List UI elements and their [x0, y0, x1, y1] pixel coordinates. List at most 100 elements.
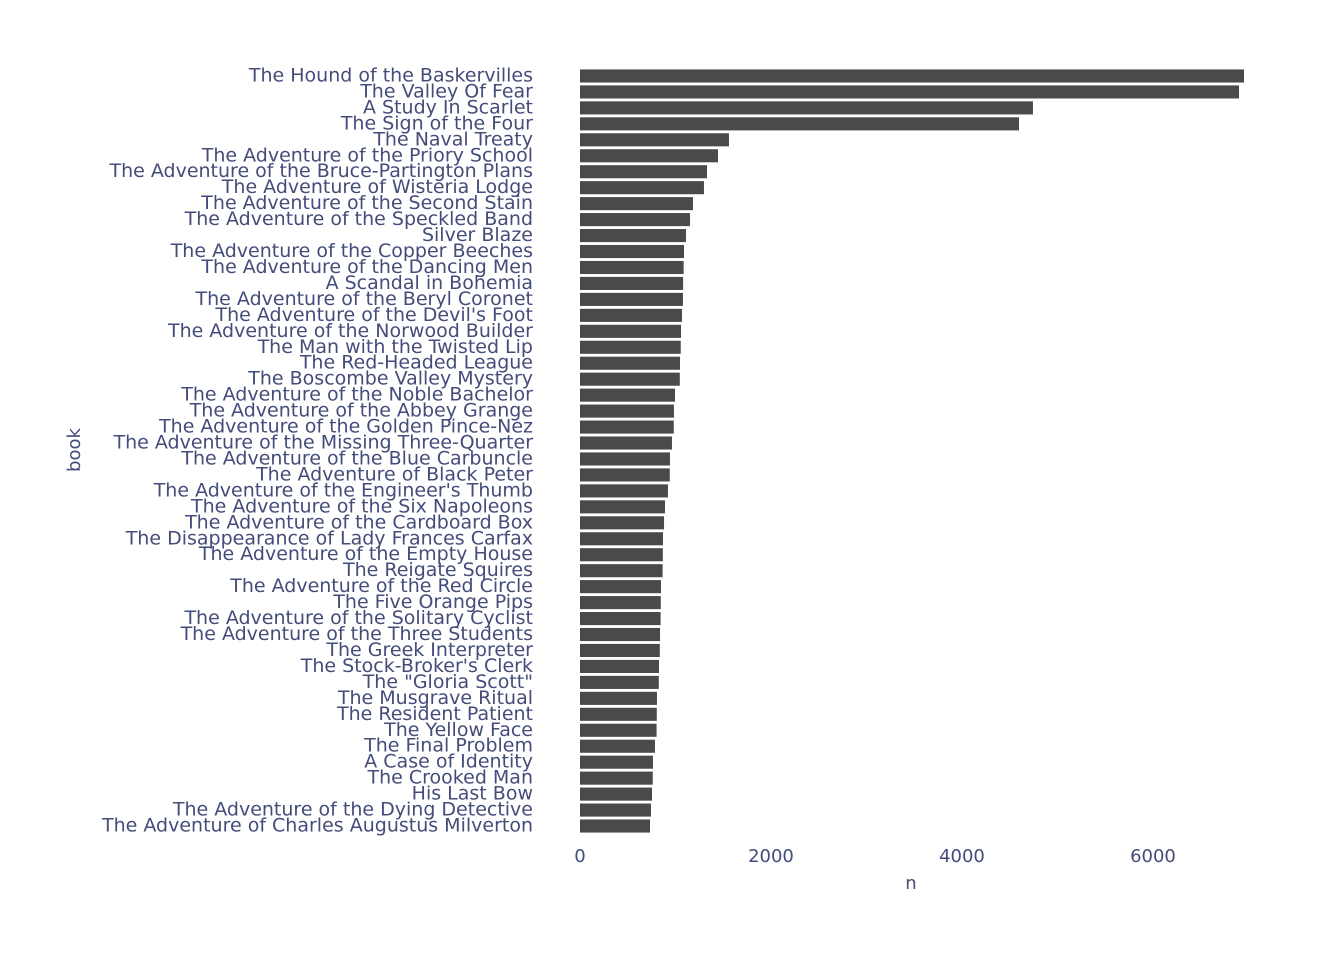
bar [580, 149, 718, 163]
bar [580, 771, 653, 785]
y-tick-label: The Adventure of the Speckled Band [184, 208, 533, 230]
y-tick-label: The Five Orange Pips [332, 591, 533, 613]
y-tick-label: The Adventure of Wisteria Lodge [221, 176, 533, 198]
y-tick-label: The Adventure of the Three Students [180, 623, 533, 645]
x-tick-label: 2000 [748, 846, 794, 867]
y-tick-label: The Adventure of the Dying Detective [172, 799, 533, 821]
y-tick-label: The Resident Patient [336, 703, 533, 725]
y-tick-label: The Adventure of the Priory School [201, 144, 533, 166]
bar [580, 596, 661, 610]
bar [580, 484, 668, 498]
y-tick-label: The Musgrave Ritual [337, 687, 533, 709]
y-tick-label: The Hound of the Baskervilles [248, 64, 533, 86]
y-tick-label: A Case of Identity [364, 751, 533, 773]
y-tick-label: The Red-Headed League [299, 352, 533, 374]
y-tick-label: The Adventure of the Abbey Grange [189, 400, 533, 422]
y-tick-label: The Adventure of Charles Augustus Milver… [101, 815, 533, 837]
y-tick-label: The Naval Treaty [372, 128, 533, 150]
y-tick-label: The Adventure of the Norwood Builder [167, 320, 533, 342]
bar [580, 452, 670, 466]
bar [580, 691, 657, 705]
y-tick-label: The Adventure of the Devil's Foot [215, 304, 534, 326]
y-tick-label: The Adventure of the Noble Bachelor [180, 384, 533, 406]
y-tick-label: The Adventure of the Red Circle [229, 575, 533, 597]
bar [580, 787, 653, 801]
y-tick-label: The Adventure of the Missing Three-Quart… [112, 432, 533, 454]
bar [580, 659, 659, 673]
bar [580, 101, 1033, 115]
y-tick-label: The Adventure of the Golden Pince-Nez [158, 416, 533, 438]
bar [580, 244, 684, 259]
bar [580, 229, 687, 243]
y-tick-label: The Valley Of Fear [359, 80, 533, 102]
bar [580, 133, 729, 147]
y-tick-label: The Adventure of the Beryl Coronet [195, 288, 533, 310]
y-tick-label: The Adventure of the Second Stain [200, 192, 533, 214]
y-tick-label: The Adventure of the Empty House [198, 543, 533, 565]
bar [580, 372, 680, 386]
bar [580, 117, 1020, 131]
bar [580, 276, 684, 290]
y-tick-label: The Adventure of the Solitary Cyclist [183, 607, 533, 629]
bar [580, 564, 663, 578]
bar [580, 213, 691, 227]
y-tick-label: The "Gloria Scott" [362, 671, 533, 693]
y-tick-label: The Reigate Squires [342, 559, 533, 581]
bar [580, 500, 665, 514]
y-tick-label: The Adventure of the Engineer's Thumb [153, 479, 533, 501]
y-tick-label: The Adventure of the Bruce-Partington Pl… [108, 160, 533, 182]
bar [580, 292, 683, 306]
bar [580, 197, 693, 211]
bar [580, 260, 684, 275]
y-tick-label: The Adventure of the Cardboard Box [184, 511, 533, 533]
y-tick-label: The Adventure of the Six Napoleons [190, 495, 533, 517]
bar [580, 580, 661, 594]
bar [580, 707, 657, 721]
bar [580, 340, 681, 354]
y-tick-label: The Man with the Twisted Lip [257, 336, 533, 358]
bar [580, 755, 653, 769]
y-axis-title: book [64, 427, 85, 471]
bar [580, 739, 655, 753]
bar [580, 532, 663, 546]
y-tick-label: A Scandal in Bohemia [326, 272, 533, 294]
y-tick-label: A Study In Scarlet [363, 96, 533, 118]
bar [580, 324, 682, 338]
bar [580, 181, 704, 195]
bar [580, 404, 674, 418]
bar [580, 436, 672, 450]
y-tick-label: The Boscombe Valley Mystery [247, 368, 533, 390]
bar [580, 627, 661, 642]
y-tick-label: The Sign of the Four [340, 112, 533, 134]
y-tick-label: The Final Problem [363, 735, 533, 757]
bar [580, 69, 1244, 83]
bar [580, 548, 663, 562]
bar [580, 723, 657, 737]
y-tick-label: The Adventure of Black Peter [255, 463, 533, 485]
y-tick-label: The Greek Interpreter [325, 639, 533, 661]
y-tick-label: The Adventure of the Dancing Men [200, 256, 533, 278]
x-tick-label: 4000 [939, 846, 985, 867]
bar [580, 308, 682, 322]
y-tick-label: Silver Blaze [422, 224, 533, 246]
x-tick-label: 6000 [1130, 846, 1176, 867]
bar [580, 388, 676, 402]
y-tick-label: The Crooked Man [367, 767, 533, 789]
y-tick-label: The Adventure of the Blue Carbuncle [180, 447, 533, 469]
bar [580, 468, 670, 482]
y-tick-label: The Stock-Broker's Clerk [300, 655, 533, 677]
bar [580, 516, 665, 530]
x-axis-title: n [905, 873, 916, 894]
bar [580, 356, 680, 370]
x-tick-label: 0 [574, 846, 585, 867]
y-tick-label: His Last Bow [412, 783, 533, 805]
bar [580, 85, 1240, 99]
bar [580, 612, 661, 626]
y-tick-label: The Disappearance of Lady Frances Carfax [125, 527, 533, 549]
bar [580, 643, 660, 658]
bar [580, 165, 708, 179]
y-tick-label: The Adventure of the Copper Beeches [170, 240, 533, 262]
bar [580, 803, 651, 817]
bar [580, 675, 659, 689]
